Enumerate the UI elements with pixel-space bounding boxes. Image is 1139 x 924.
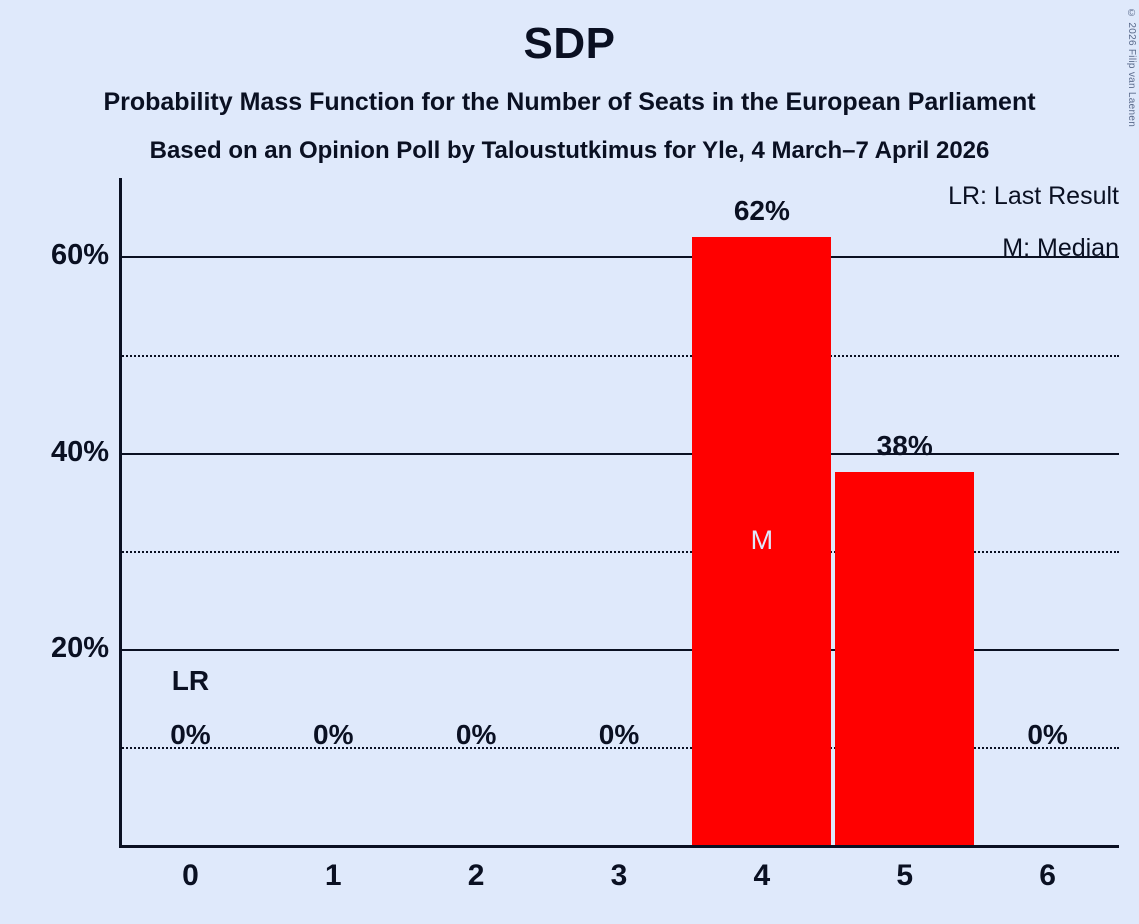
gridline-minor	[119, 746, 1119, 749]
bar-value-label: 0%	[598, 719, 640, 750]
gridline-major	[119, 648, 1119, 651]
bar-value-label: 0%	[1027, 719, 1068, 750]
bar-value-label: 0%	[170, 719, 211, 750]
bar-value-label: 0%	[313, 719, 354, 750]
legend-median: M: Median	[1002, 234, 1119, 262]
legend-last-result: LR: Last Result	[948, 182, 1119, 210]
x-tick-label: 6	[1039, 859, 1056, 892]
page-title: SDP	[523, 19, 616, 68]
bar-value-label: 38%	[876, 430, 933, 462]
chart-subtitle: Probability Mass Function for the Number…	[103, 88, 1036, 116]
x-axis-line	[119, 845, 1119, 848]
median-marker: M	[750, 524, 774, 555]
x-tick-label: 4	[753, 859, 771, 892]
y-tick-label: 60%	[50, 239, 109, 272]
gridline-minor	[119, 354, 1119, 357]
title-block: SDP Probability Mass Function for the Nu…	[0, 0, 1139, 163]
x-tick-label: 1	[324, 859, 342, 892]
x-tick-label: 0	[182, 859, 199, 892]
x-tick-label: 3	[610, 859, 628, 892]
gridline-minor	[119, 550, 1119, 553]
gridline-major	[119, 452, 1119, 455]
bar-value-label: 62%	[733, 194, 790, 226]
gridline-major	[119, 256, 1119, 259]
x-tick-label: 2	[467, 859, 485, 892]
copyright-notice: © 2026 Filip van Laenen	[1126, 8, 1137, 128]
y-tick-label: 40%	[50, 435, 109, 468]
y-tick-label: 20%	[50, 631, 109, 664]
last-result-marker: LR	[171, 665, 210, 696]
plot-area: 20% 40% 60% LR M 0% 0% 0% 0% 62% 38% 0% 0 1 2 3 4 5 6 L…	[51, 178, 1119, 891]
bar	[835, 472, 975, 845]
y-axis-line	[119, 178, 122, 848]
chart-source-line: Based on an Opinion Poll by Taloustutkim…	[149, 137, 990, 164]
bar	[692, 236, 832, 845]
x-tick-label: 5	[896, 859, 914, 892]
bar-value-label: 0%	[455, 719, 497, 750]
